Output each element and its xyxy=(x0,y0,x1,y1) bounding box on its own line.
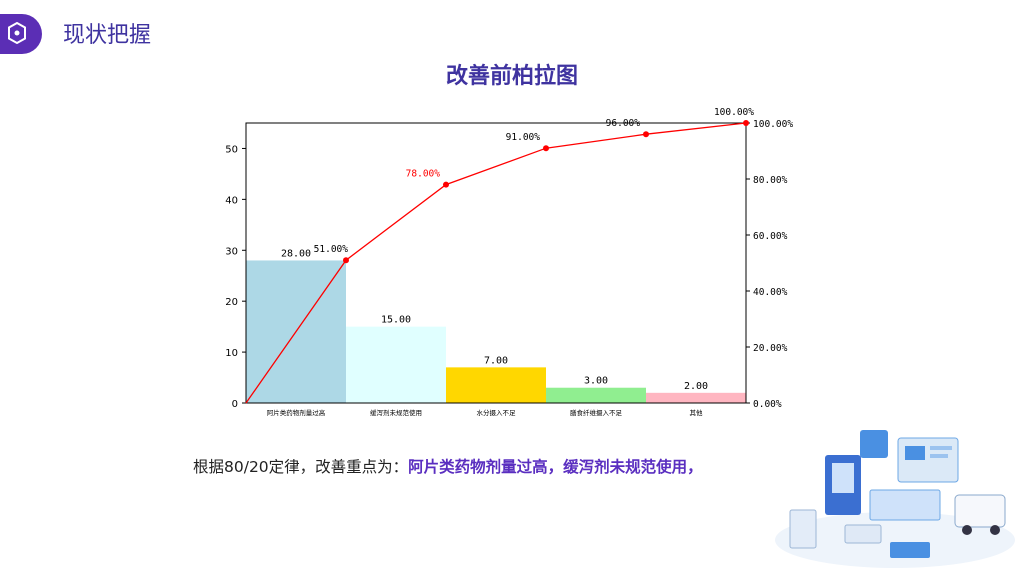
plot-frame xyxy=(245,122,747,404)
cumulative-point xyxy=(443,181,449,188)
y-tick-label: 40 xyxy=(225,195,238,206)
x-tick-label: 缓泻剂未规范使用 xyxy=(370,408,422,417)
cumulative-line xyxy=(245,122,747,404)
bar-value-label: 15.00 xyxy=(381,315,411,326)
y2-tick-label: 0.00% xyxy=(753,399,782,410)
y-tick-label: 20 xyxy=(225,297,238,308)
y2-tick-label: 20.00% xyxy=(753,343,788,354)
bar xyxy=(346,326,446,403)
cumulative-point xyxy=(743,120,749,126)
y2-tick-label: 60.00% xyxy=(753,231,788,242)
y-tick-label: 0 xyxy=(232,399,238,410)
conclusion-prefix: 根据80/20定律，改善重点为： xyxy=(193,458,409,476)
cumulative-point xyxy=(643,131,649,138)
cumulative-label: 100.00% xyxy=(714,107,754,118)
cumulative-label: 78.00% xyxy=(406,169,441,180)
cumulative-point xyxy=(343,257,349,264)
x-tick-label: 其他 xyxy=(690,408,704,417)
bar-value-label: 28.00 xyxy=(281,248,311,259)
y2-tick-label: 80.00% xyxy=(753,175,788,186)
y2-tick-label: 100.00% xyxy=(753,119,793,130)
bar xyxy=(546,387,646,403)
page-title: 现状把握 xyxy=(63,23,152,48)
cube-icon xyxy=(0,14,42,54)
cumulative-label: 96.00% xyxy=(606,118,641,129)
y-tick-label: 10 xyxy=(225,348,238,359)
x-tick-label: 水分摄入不足 xyxy=(477,408,517,417)
conclusion-highlight: 阿片类药物剂量过高，缓泻剂未规范使用， xyxy=(408,458,703,476)
bar-value-label: 2.00 xyxy=(684,381,708,392)
bar-value-label: 7.00 xyxy=(484,355,508,366)
bar xyxy=(646,392,746,403)
cumulative-label: 91.00% xyxy=(506,132,541,143)
medical-tech-illustration xyxy=(775,430,1015,568)
x-tick-label: 膳食纤维摄入不足 xyxy=(570,408,623,417)
cumulative-label: 51.00% xyxy=(314,244,349,255)
x-tick-label: 阿片类药物剂量过高 xyxy=(267,408,326,417)
bar-value-label: 3.00 xyxy=(584,376,608,387)
y-tick-label: 50 xyxy=(225,144,238,155)
chart-title: 改善前柏拉图 xyxy=(445,64,578,89)
cumulative-point xyxy=(543,145,549,152)
y2-tick-label: 40.00% xyxy=(753,287,788,298)
page-header: 现状把握 xyxy=(0,0,520,64)
y-tick-label: 30 xyxy=(225,246,238,257)
pareto-chart: 28.00 阿片类药物剂量过高 15.00 缓泻剂未规范使用 7.00 水分摄入不足 3.0… xyxy=(225,107,793,417)
conclusion-text: 根据80/20定律，改善重点为：阿片类药物剂量过高，缓泻剂未规范使用， xyxy=(193,455,703,477)
bar xyxy=(446,367,546,403)
